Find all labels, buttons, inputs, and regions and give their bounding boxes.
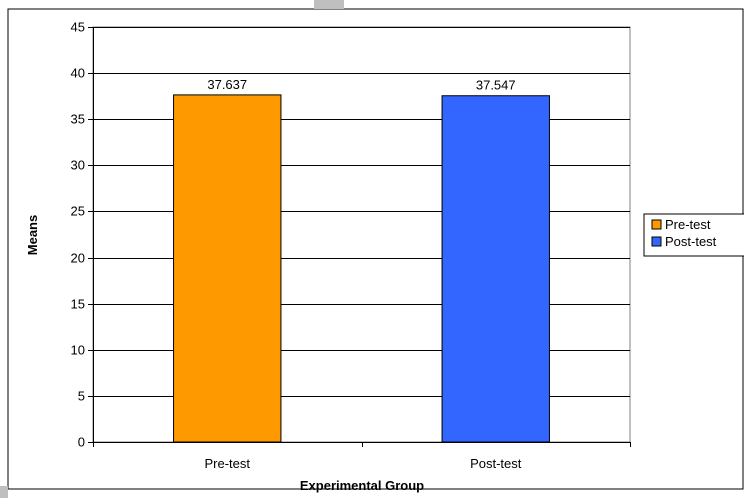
corner-hatch-bottom [0,486,8,498]
x-tick-labels: Pre-test Post-test [204,456,521,471]
legend-swatch [651,236,662,247]
data-label: 37.547 [476,78,516,93]
y-tick-label: 10 [71,343,85,358]
y-tick-label: 45 [71,20,85,35]
y-tick-label: 5 [78,389,85,404]
y-tick-label: 0 [78,435,85,450]
y-axis-title: Means [25,215,40,255]
legend-label: Post-test [665,234,717,249]
y-tick-label: 20 [71,251,85,266]
chart-frame [7,8,744,490]
y-tick-label: 35 [71,112,85,127]
legend: Pre-test Post-test [643,213,744,257]
y-tick-label: 25 [71,204,85,219]
axes [88,27,631,447]
x-tick-label: Post-test [470,456,522,471]
bar-post-test [441,95,550,443]
y-tick-label: 30 [71,158,85,173]
x-tick-label: Pre-test [204,456,250,471]
bars [173,94,550,443]
legend-swatch [651,219,662,230]
corner-hatch-top [314,0,344,9]
y-tick-label: 15 [71,297,85,312]
x-axis-title: Experimental Group [300,478,424,493]
bar-pre-test [173,94,282,443]
y-tick-label: 40 [71,66,85,81]
data-labels: 37.637 37.547 [207,77,515,93]
legend-label: Pre-test [665,217,711,232]
data-label: 37.637 [207,77,247,92]
y-tick-labels: 0 5 10 15 20 25 30 35 40 45 [71,20,85,450]
